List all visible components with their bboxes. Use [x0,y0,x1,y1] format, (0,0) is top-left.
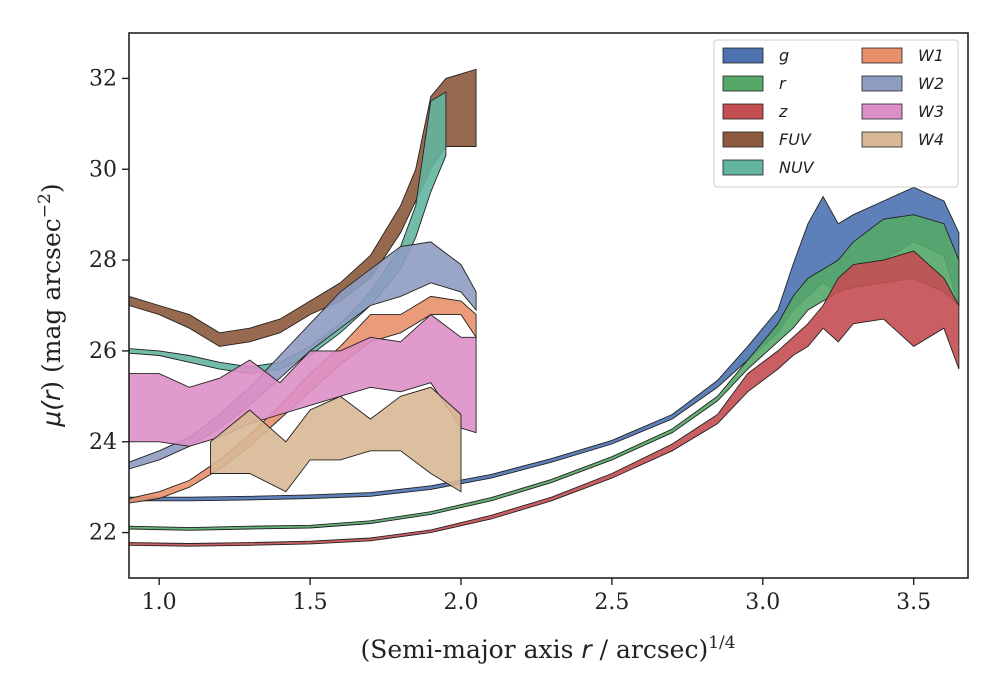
x-tick-label: 1.5 [293,590,328,615]
y-axis-label-post: ) [37,183,66,193]
x-axis-label-var: r [581,635,593,664]
y-axis: 22 24 26 28 30 32 [89,66,129,546]
x-axis: 1.0 1.5 2.0 2.5 3.0 3.5 [142,578,931,615]
y-axis-label-mid: ) (mag arcsec [37,218,66,391]
y-axis-label-sup: −2 [35,193,55,218]
x-axis-label-sup: 1/4 [708,633,735,653]
legend-swatch-w3 [861,103,903,120]
y-axis-label-pre: μ( [37,400,66,428]
x-axis-label: (Semi-major axis r / arcsec)1/4 [360,633,735,664]
x-tick-label: 1.0 [142,590,177,615]
area-g [128,186,960,502]
legend-swatch-nuv [722,159,764,176]
legend-label-nuv: NUV [779,158,815,177]
legend-swatch-w2 [861,75,903,92]
x-axis-label-mid: / arcsec) [592,635,709,664]
legend-label-r: r [779,74,787,93]
legend-swatch-fuv [722,131,764,148]
x-tick-label: 3.0 [745,590,780,615]
legend-swatch-z [722,103,764,120]
plot-frame [128,32,969,579]
legend-label-w1: W1 [918,46,944,65]
y-tick-label: 32 [89,66,117,91]
y-axis-label: μ(r) (mag arcsec−2) [35,183,66,427]
y-tick-label: 24 [89,430,117,455]
series-areas [128,68,960,547]
legend-label-z: z [778,102,788,121]
legend-swatch-w4 [861,131,903,148]
area-w4 [210,386,462,493]
legend-label-w4: W4 [918,130,944,149]
x-tick-label: 3.5 [896,590,931,615]
area-z [128,250,960,547]
y-tick-label: 28 [89,248,117,273]
x-tick-label: 2.5 [594,590,629,615]
legend-swatch-r [722,75,764,92]
legend-label-fuv: FUV [779,130,812,149]
legend: grz FUV NUV W1 W2 W3 W4 [713,39,959,188]
y-tick-label: 30 [89,157,117,182]
y-axis-label-var: r [37,389,66,401]
y-tick-label: 22 [89,521,117,546]
area-r [128,214,960,531]
x-axis-label-pre: (Semi-major axis [360,635,581,664]
legend-swatch-w1 [861,47,903,64]
y-tick-label: 26 [89,339,117,364]
legend-swatch-g [722,47,764,64]
legend-label-w3: W3 [918,102,944,121]
x-tick-label: 2.0 [443,590,478,615]
legend-label-g: g [779,46,789,65]
legend-label-w2: W2 [918,74,944,93]
